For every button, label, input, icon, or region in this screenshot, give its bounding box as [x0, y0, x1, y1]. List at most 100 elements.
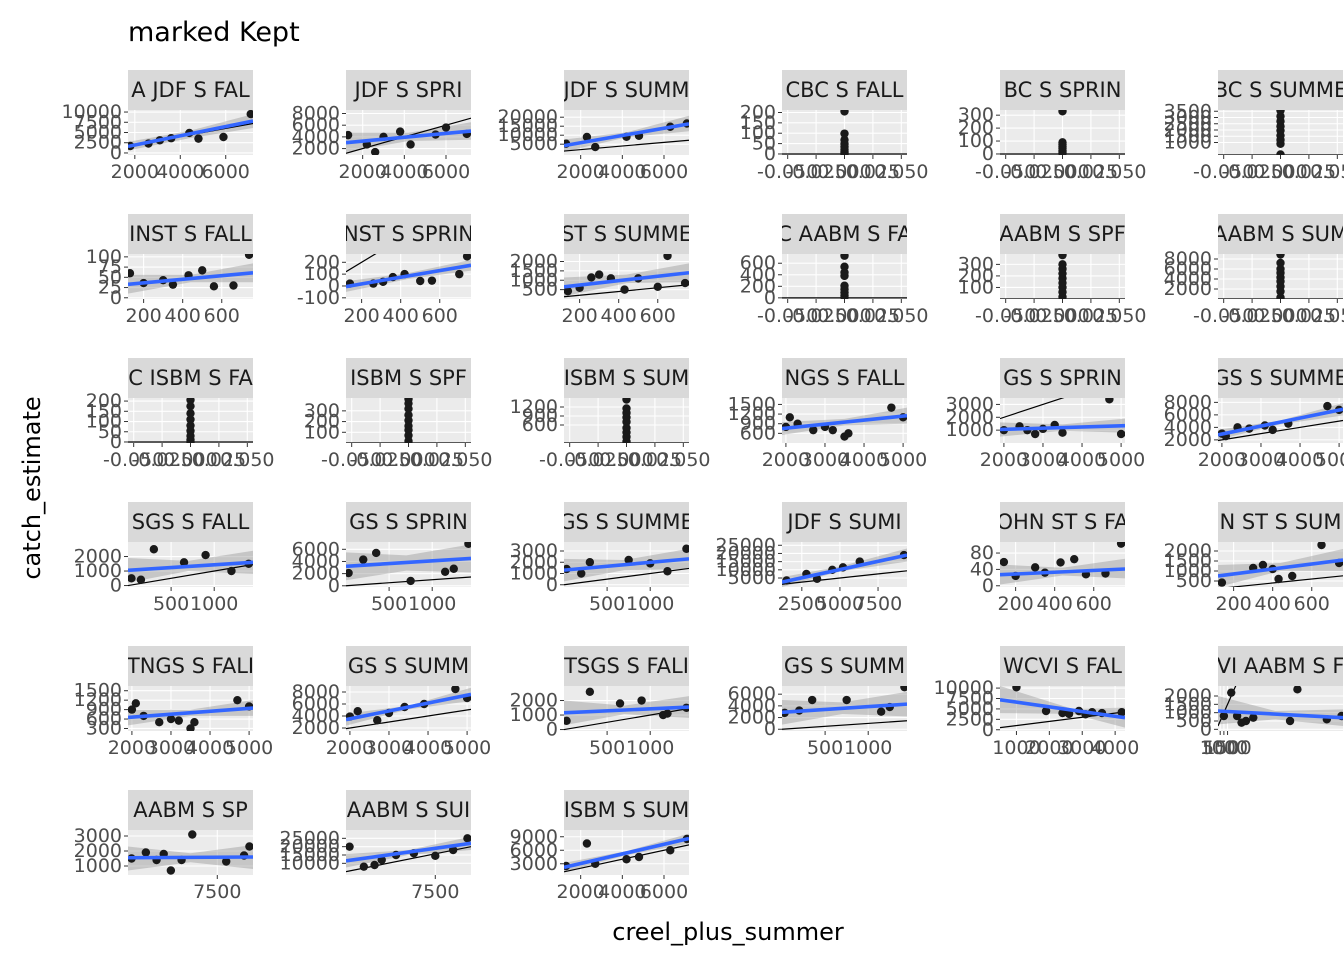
facet-strip-label: NST S SPRIN	[343, 222, 474, 246]
data-point	[1070, 555, 1078, 563]
x-tick-label: 4000	[156, 161, 204, 183]
data-point	[354, 707, 362, 715]
facet-panel: JDF S SPRI2000400060008000200040006000	[292, 70, 471, 183]
data-point	[1227, 688, 1235, 696]
x-tick-label: 600	[204, 305, 240, 327]
y-tick-label: 6000	[728, 683, 776, 705]
facet-panel: AABM S SUI100001500020000250007500	[280, 790, 472, 903]
facet-panel: TSGS S FALI010002000500 1000	[510, 646, 691, 759]
data-point	[190, 718, 198, 726]
data-point	[583, 839, 591, 847]
facet-panel: GS S SUMME200040006000800020003000400050…	[1164, 358, 1344, 471]
facet-panel: GS S SUMM0200040006000500 1000	[728, 646, 909, 759]
facet-strip-label: C ISBM S FA	[128, 366, 253, 390]
facet-strip-label: AABM S SP	[133, 798, 248, 822]
y-tick-label: 3000	[510, 540, 558, 562]
data-point	[371, 148, 379, 156]
fit-line	[128, 857, 253, 858]
data-point	[344, 569, 352, 577]
facet-strip-label: A JDF S FAL	[131, 78, 250, 102]
data-point	[1276, 259, 1284, 267]
x-tick-label: 5000	[879, 449, 927, 471]
y-axis-title: catch_estimate	[18, 396, 46, 579]
data-point	[844, 429, 852, 437]
data-point	[431, 852, 439, 860]
chart-title: marked Kept	[128, 17, 300, 48]
data-point	[808, 696, 816, 704]
data-point	[786, 413, 794, 421]
data-point	[167, 866, 175, 874]
x-tick-label: 0.050	[656, 449, 710, 471]
data-point	[127, 574, 135, 582]
y-tick-label: 200	[86, 390, 122, 412]
x-tick-label: 6000	[640, 161, 688, 183]
facet-strip-label: GS S SPRIN	[1003, 366, 1122, 390]
facet-strip-label: AABM S SUM	[1213, 222, 1344, 246]
x-tick-label: 4000	[1091, 737, 1139, 759]
facet-panel: C ISBM S FA050100150200-0.050-0.0250.000…	[86, 358, 275, 471]
facet-strip-label: ISBM S SPF	[350, 366, 467, 390]
facet-strip-label: BC S SPRIN	[1004, 78, 1122, 102]
facet-panel: C AABM S FA0200400600-0.050-0.0250.0000.…	[740, 214, 929, 327]
facet-panel: N ST S SUM500100015002000200 400 600	[1164, 502, 1344, 615]
data-point	[595, 270, 603, 278]
x-tick-label: 200	[1215, 593, 1251, 615]
data-point	[175, 716, 183, 724]
data-point	[1242, 717, 1250, 725]
y-tick-label: 2000	[74, 546, 122, 568]
y-tick-label: 1500	[74, 680, 122, 702]
data-point	[416, 277, 424, 285]
x-tick-label: 7500	[411, 881, 459, 903]
facet-strip-label: AABM S SUI	[347, 798, 470, 822]
data-point	[637, 696, 645, 704]
x-tick-label: 6000	[202, 161, 250, 183]
facet-strip-label: JDF S SUMI	[785, 510, 901, 534]
data-point	[373, 716, 381, 724]
y-tick-label: 8000	[292, 681, 340, 703]
x-tick-label: 500	[589, 593, 625, 615]
x-tick-label: 600	[640, 305, 676, 327]
x-tick-label: 5000	[1097, 449, 1145, 471]
y-tick-label: 2000	[1164, 540, 1212, 562]
x-tick-label: 500	[371, 593, 407, 615]
facet-strip-label: OHN ST S FA	[996, 510, 1129, 534]
facet-panel: GS S SPRIN1000200030002000300040005000	[946, 358, 1146, 471]
data-point	[245, 842, 253, 850]
data-point	[1288, 572, 1296, 580]
data-point	[663, 567, 671, 575]
data-point	[620, 285, 628, 293]
data-point	[1058, 138, 1066, 146]
facet-strip-label: SGS S FALL	[132, 510, 250, 534]
data-point	[247, 110, 255, 118]
x-axis-title: creel_plus_summer	[612, 918, 844, 946]
y-tick-label: 3000	[74, 825, 122, 847]
facet-panel: ISBM S SPF100200300-0.050-0.0250.0000.02…	[304, 358, 493, 471]
y-tick-label: 3500	[1164, 100, 1212, 122]
x-tick-label: 500	[807, 737, 843, 759]
facet-strip-label: GS S SUMM	[348, 654, 469, 678]
data-point	[682, 545, 690, 553]
facet-strip-label: ST S SUMME	[561, 222, 692, 246]
facet-strip-label: WCVI S FAL	[1003, 654, 1122, 678]
x-tick-label: 0.050	[220, 449, 274, 471]
data-point	[622, 855, 630, 863]
facet-strip-label: AABM S SPF	[999, 222, 1126, 246]
facet-panel: WCVI S FAL025005000750010000100020003000…	[934, 646, 1140, 759]
y-tick-label: 2000	[510, 251, 558, 273]
data-point	[463, 834, 471, 842]
y-tick-label: 20000	[498, 106, 558, 128]
y-tick-label: 10000	[934, 677, 994, 699]
x-tick-label: 200	[343, 305, 379, 327]
data-point	[406, 140, 414, 148]
data-point	[887, 403, 895, 411]
x-tick-label: 1000	[408, 593, 456, 615]
facet-strip-label: CBC S FALL	[786, 78, 904, 102]
x-tick-label: 200	[561, 305, 597, 327]
data-point	[126, 269, 134, 277]
facet-panel: SGS S FALL010002000500 1000	[74, 502, 253, 615]
y-tick-label: 6000	[292, 538, 340, 560]
data-point	[450, 565, 458, 573]
data-point	[840, 282, 848, 290]
